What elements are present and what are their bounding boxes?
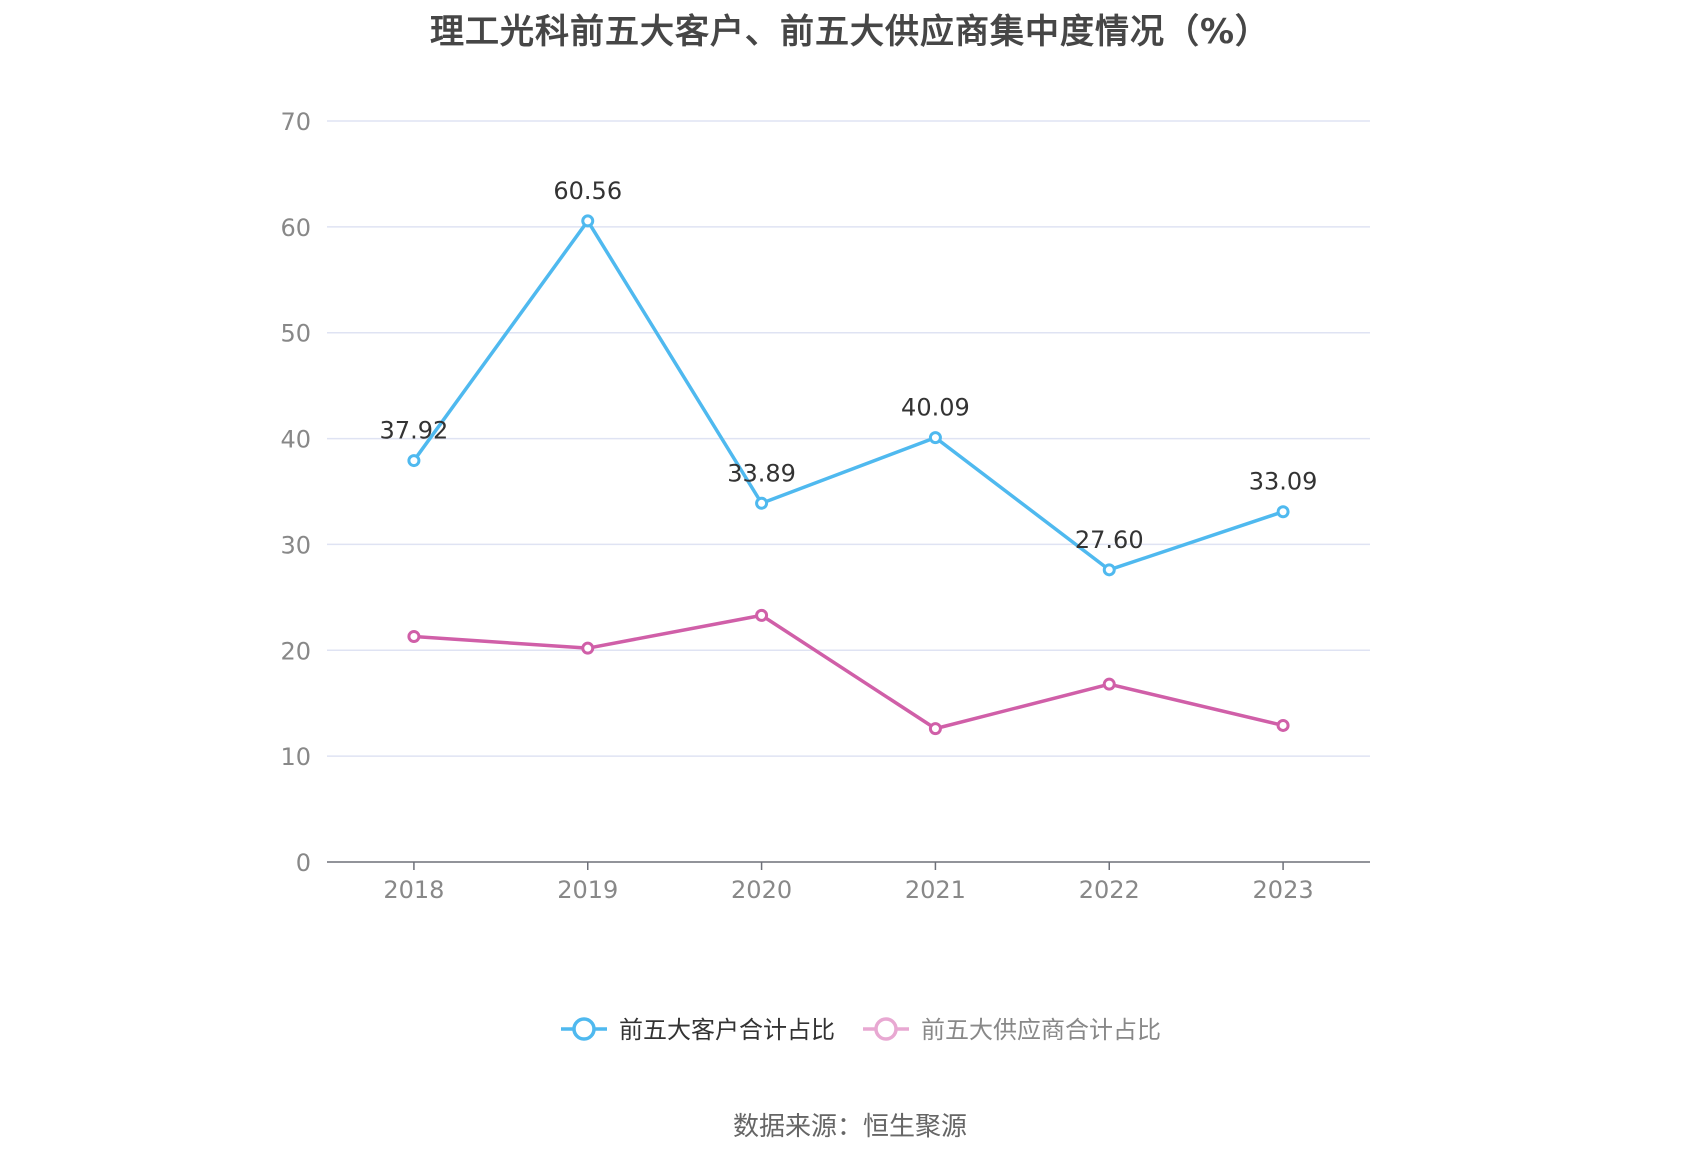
y-tick-label: 60	[280, 214, 311, 242]
legend-label: 前五大供应商合计占比	[921, 1016, 1161, 1044]
data-point	[407, 454, 421, 468]
x-tick-label: 2019	[557, 876, 618, 904]
data-point	[407, 630, 421, 644]
grid-lines	[327, 120, 1370, 757]
y-tick-label: 40	[280, 426, 311, 454]
data-point	[581, 641, 595, 655]
data-label: 33.09	[1249, 468, 1318, 496]
data-point	[928, 431, 942, 445]
y-tick-label: 30	[280, 531, 311, 559]
legend-swatch-marker	[874, 1017, 898, 1041]
data-label: 60.56	[553, 177, 622, 205]
legend-item-1: 前五大客户合计占比	[561, 1016, 835, 1044]
data-source: 数据来源：恒生聚源	[732, 1112, 967, 1142]
data-point	[1102, 563, 1116, 577]
data-point	[755, 608, 769, 622]
legend-item-2: 前五大供应商合计占比	[863, 1016, 1161, 1044]
y-tick-label: 10	[280, 743, 311, 771]
x-tick-label: 2023	[1253, 876, 1314, 904]
data-labels: 37.92 60.56 33.89 40.09 27.60 33.09	[380, 177, 1318, 554]
chart-title: 理工光科前五大客户、前五大供应商集中度情况（%）	[429, 12, 1271, 52]
data-label: 40.09	[901, 394, 970, 422]
y-tick-label: 50	[280, 320, 311, 348]
data-point	[928, 722, 942, 736]
y-tick-label: 20	[280, 637, 311, 665]
data-label: 37.92	[380, 417, 449, 445]
legend-label: 前五大客户合计占比	[619, 1016, 835, 1044]
x-tick-label: 2022	[1079, 876, 1140, 904]
x-tick-label: 2021	[905, 876, 966, 904]
y-tick-label: 0	[296, 849, 311, 877]
legend: 前五大客户合计占比 前五大供应商合计占比	[561, 1016, 1161, 1044]
data-point	[1102, 677, 1116, 691]
data-label: 33.89	[727, 459, 796, 487]
series-line-2	[412, 613, 1285, 731]
series-line-1	[412, 219, 1285, 572]
legend-swatch-marker	[572, 1017, 596, 1041]
data-label: 27.60	[1075, 526, 1144, 554]
axes: 0 10 20 30 40 50 60 70 2018 2019 2020 2021 2022 2023	[280, 108, 1370, 904]
series-lines	[407, 214, 1290, 736]
data-point	[1276, 718, 1290, 732]
data-point	[755, 496, 769, 510]
x-tick-label: 2020	[731, 876, 792, 904]
data-point	[581, 214, 595, 228]
y-tick-label: 70	[280, 108, 311, 136]
x-tick-label: 2018	[383, 876, 444, 904]
data-point	[1276, 505, 1290, 519]
